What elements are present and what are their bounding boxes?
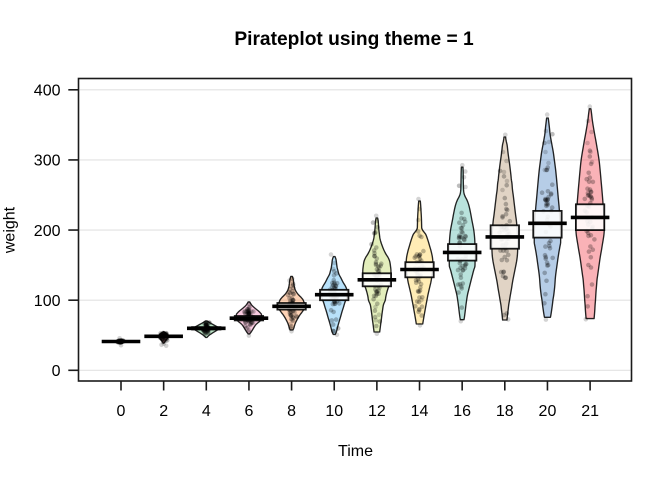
svg-text:200: 200 [34, 223, 61, 240]
svg-text:4: 4 [202, 403, 211, 420]
svg-text:weight: weight [2, 206, 19, 254]
svg-text:6: 6 [244, 403, 253, 420]
svg-text:8: 8 [287, 403, 296, 420]
svg-text:400: 400 [34, 83, 61, 100]
svg-text:18: 18 [496, 403, 514, 420]
svg-text:0: 0 [52, 363, 61, 380]
svg-text:10: 10 [325, 403, 343, 420]
svg-text:2: 2 [159, 403, 168, 420]
svg-text:300: 300 [34, 153, 61, 170]
svg-text:20: 20 [539, 403, 557, 420]
svg-text:12: 12 [368, 403, 386, 420]
svg-text:14: 14 [411, 403, 429, 420]
svg-text:Time: Time [338, 443, 373, 460]
svg-text:0: 0 [117, 403, 126, 420]
svg-text:100: 100 [34, 293, 61, 310]
svg-text:21: 21 [581, 403, 599, 420]
svg-text:16: 16 [453, 403, 471, 420]
svg-text:Pirateplot using theme = 1: Pirateplot using theme = 1 [234, 29, 474, 50]
